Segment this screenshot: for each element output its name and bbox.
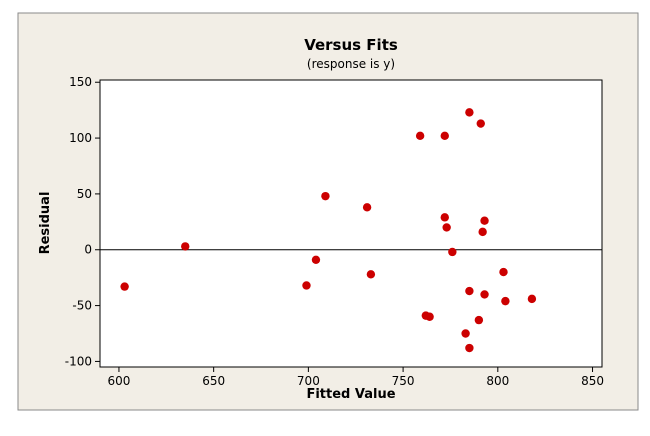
data-point	[474, 315, 484, 325]
x-tick-label: 750	[392, 374, 415, 388]
y-tick-label: -50	[72, 299, 92, 313]
data-point	[465, 286, 474, 296]
data-point	[440, 131, 449, 141]
points-layer	[120, 108, 537, 353]
data-point	[321, 191, 330, 201]
data-point	[181, 242, 190, 251]
x-tick-label: 850	[581, 374, 604, 388]
chart-title: Versus Fits	[304, 36, 398, 54]
data-point	[448, 247, 457, 257]
y-tick-label: 0	[84, 243, 92, 257]
data-point	[480, 290, 489, 299]
data-point	[527, 294, 537, 304]
plot-area	[99, 79, 603, 368]
data-point	[465, 343, 474, 353]
y-tick-label: 100	[69, 131, 92, 145]
data-point	[480, 216, 489, 225]
chart-subtitle: (response is y)	[307, 57, 395, 71]
y-axis-label: Residual	[38, 192, 53, 255]
x-axis-label: Fitted Value	[306, 387, 395, 402]
data-point	[415, 131, 425, 141]
data-point	[461, 329, 470, 338]
data-point	[476, 119, 485, 128]
data-point	[425, 312, 434, 321]
y-tick-label: -100	[65, 354, 92, 368]
x-tick-label: 600	[107, 374, 130, 388]
data-point	[302, 281, 311, 290]
x-tick-label: 650	[202, 374, 225, 388]
data-point	[362, 203, 372, 212]
data-point	[478, 227, 487, 237]
data-point	[120, 282, 129, 291]
data-point	[311, 255, 321, 264]
data-point	[499, 267, 508, 277]
data-point	[465, 108, 474, 117]
data-point	[366, 270, 376, 279]
y-tick-label: 50	[77, 187, 92, 201]
x-tick-label: 800	[486, 374, 509, 388]
data-point	[442, 223, 451, 232]
data-point	[440, 213, 449, 222]
y-tick-label: 150	[69, 75, 92, 89]
x-tick-label: 700	[297, 374, 320, 388]
data-point	[501, 296, 510, 306]
